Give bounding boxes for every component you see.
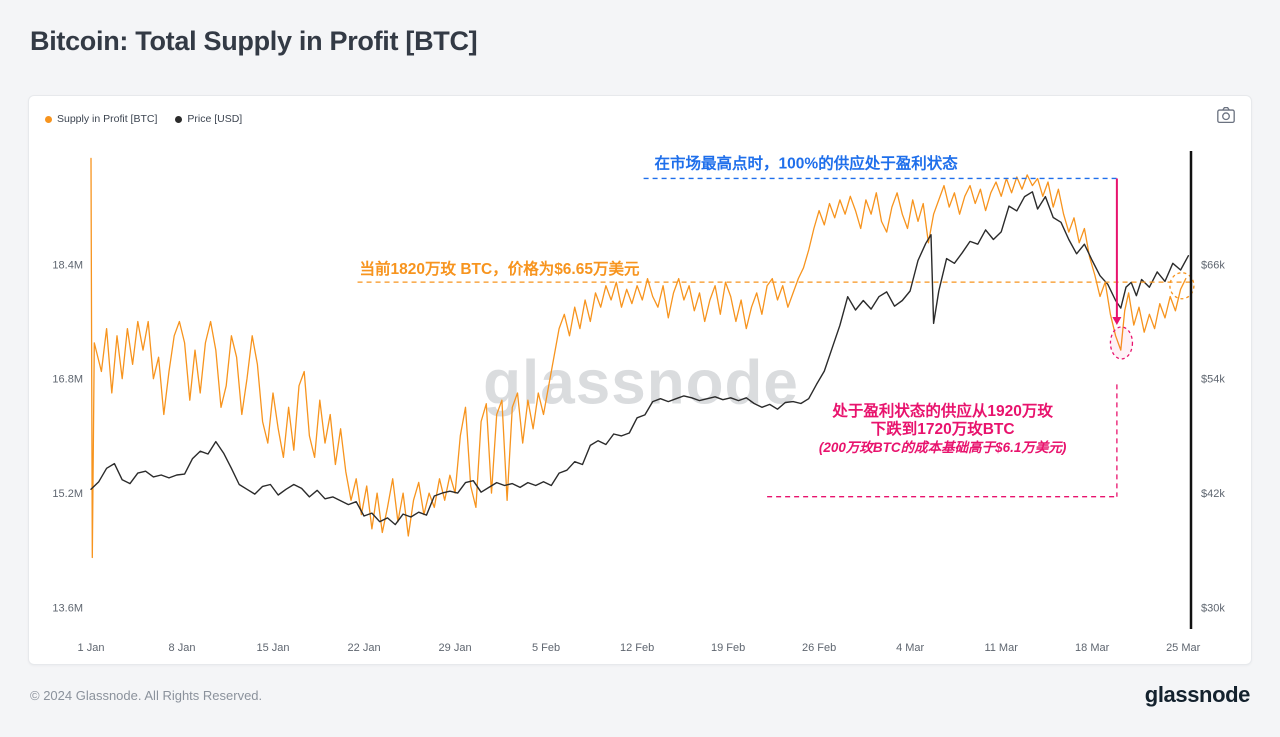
x-axis-label: 29 Jan: [439, 642, 472, 654]
legend-dot-price: [175, 115, 183, 123]
x-axis-label: 11 Mar: [984, 642, 1018, 654]
legend-item-supply-in-profit[interactable]: Supply in Profit [BTC]: [45, 113, 157, 125]
left-axis-label: 15.2M: [52, 488, 83, 500]
right-axis-label: $30k: [1201, 603, 1225, 615]
chart-legend: Supply in Profit [BTC] Price [USD]: [29, 96, 1251, 133]
x-axis-label: 15 Jan: [257, 642, 290, 654]
ath-annotation-text: 在市场最高点时，100%的供应处于盈利状态: [655, 153, 959, 172]
left-axis-label: 13.6M: [52, 603, 83, 615]
drop-annotation-line-2: 下跌到1720万玫BTC: [871, 419, 1015, 438]
current-endpoint-circle: [1169, 272, 1195, 300]
left-axis-label: 18.4M: [52, 259, 83, 271]
x-axis-label: 12 Feb: [620, 642, 654, 654]
chart-card: Supply in Profit [BTC] Price [USD] glass…: [28, 95, 1252, 665]
camera-icon[interactable]: [1215, 106, 1237, 126]
legend-dot-supply: [45, 115, 52, 123]
watermark: glassnode: [483, 349, 799, 418]
drop-annotation-line-3: (200万玫BTC的成本基础高于$6.1万美元): [819, 440, 1067, 455]
copyright-text: © 2024 Glassnode. All Rights Reserved.: [30, 688, 263, 703]
legend-label-supply: Supply in Profit [BTC]: [57, 113, 158, 125]
x-axis-label: 18 Mar: [1075, 642, 1110, 654]
right-axis-label: $54k: [1201, 374, 1225, 386]
legend-item-price[interactable]: Price [USD]: [175, 113, 242, 125]
drop-annotation-line-1: 处于盈利状态的供应从1920万玫: [831, 401, 1053, 420]
price-series: [90, 191, 1190, 526]
current-annotation-text: 当前1820万玫 BTC，价格为$6.65万美元: [360, 259, 640, 278]
glassnode-logo: glassnode: [1144, 682, 1251, 707]
right-axis-label: $42k: [1201, 488, 1225, 500]
x-axis-label: 26 Feb: [802, 642, 836, 654]
x-axis-label: 25 Mar: [1166, 642, 1201, 654]
drop-arrowhead: [1112, 317, 1122, 326]
x-axis-label: 1 Jan: [78, 642, 105, 654]
x-axis-label: 8 Jan: [169, 642, 196, 654]
x-axis-label: 4 Mar: [896, 642, 924, 654]
x-axis-label: 22 Jan: [348, 642, 381, 654]
right-axis-label: $66k: [1201, 259, 1225, 271]
supply-in-profit-series: [90, 157, 1187, 559]
drop-dip-circle: [1109, 326, 1134, 360]
footer: © 2024 Glassnode. All Rights Reserved. g…: [0, 680, 1280, 720]
x-axis-label: 19 Feb: [711, 642, 745, 654]
chart-area: glassnode 在市场最高点时，100%的供应处于盈利状态当前1820万玫 B…: [29, 133, 1251, 666]
left-axis-label: 16.8M: [52, 374, 83, 386]
legend-label-price: Price [USD]: [187, 113, 243, 125]
page-title: Bitcoin: Total Supply in Profit [BTC]: [30, 26, 478, 56]
x-axis-label: 5 Feb: [532, 642, 560, 654]
